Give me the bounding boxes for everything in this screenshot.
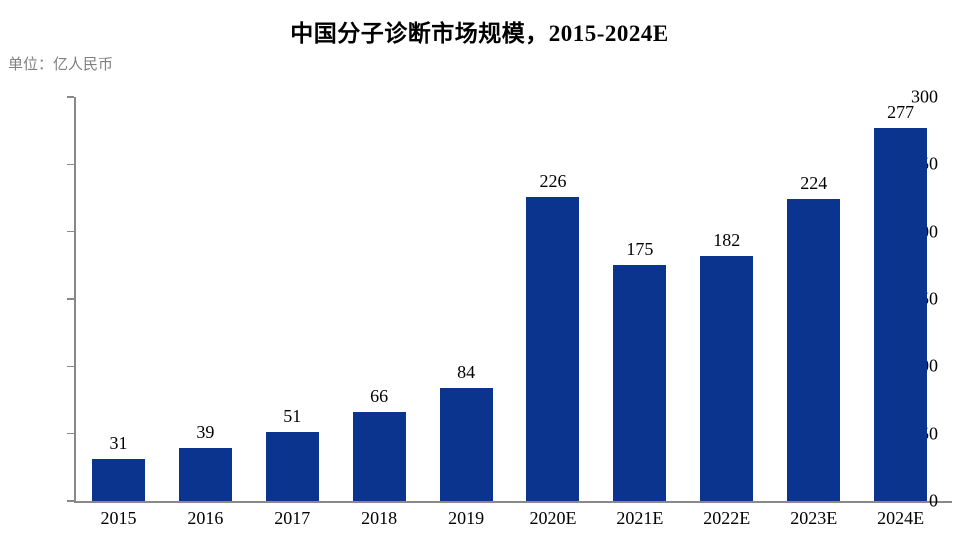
bar	[526, 196, 580, 501]
bar-slot-2021E: 175	[596, 97, 683, 501]
y-tick-mark	[67, 298, 74, 300]
bar	[700, 255, 754, 501]
x-tick-label: 2018	[361, 508, 398, 528]
x-tick-label: 2017	[274, 508, 311, 528]
y-tick-mark	[67, 500, 74, 502]
x-tick-label: 2019	[448, 508, 485, 528]
bar-value-label: 31	[109, 433, 128, 454]
bar	[352, 412, 406, 501]
bar-slot-2017: 51	[249, 97, 336, 501]
bar-value-label: 175	[626, 239, 654, 260]
bar	[613, 265, 667, 501]
bar-value-label: 84	[457, 361, 476, 382]
x-tick-label: 2015	[100, 508, 137, 528]
bar-value-label: 51	[283, 406, 302, 427]
bar-slot-2015: 31	[75, 97, 162, 501]
bar-slot-2020E: 226	[510, 97, 597, 501]
bar-value-label: 224	[800, 173, 828, 194]
bar-value-label: 39	[196, 422, 215, 443]
y-axis-line	[74, 97, 76, 501]
y-tick-mark	[67, 432, 74, 435]
bar-slot-2023E: 224	[770, 97, 857, 501]
bar-slot-2019: 84	[423, 97, 510, 501]
x-tick-label: 2021E	[616, 508, 664, 528]
bar-value-label: 226	[539, 170, 567, 191]
bar-value-label: 182	[713, 229, 741, 250]
y-tick-mark	[67, 163, 74, 166]
chart-title: 中国分子诊断市场规模，2015-2024E	[290, 21, 669, 46]
bar-slot-2024E: 277	[857, 97, 944, 501]
y-tick-label: 0	[929, 490, 938, 511]
bars-area: 31 39 51 66 84 226 175 182 224 277	[75, 97, 944, 501]
plot-area: 050100150200250300 313951668422617518222…	[67, 87, 952, 528]
y-tick-mark	[67, 96, 74, 98]
bar	[439, 387, 493, 501]
x-tick-label: 2022E	[703, 508, 751, 528]
bar-value-label: 277	[887, 101, 915, 122]
bar	[178, 448, 232, 501]
bar	[91, 459, 145, 501]
y-tick-label: 300	[911, 86, 938, 107]
bar	[265, 432, 319, 501]
bar-value-label: 66	[370, 386, 389, 407]
x-tick-label: 2020E	[529, 508, 577, 528]
bar-slot-2022E: 182	[683, 97, 770, 501]
x-tick-label: 2016	[187, 508, 224, 528]
x-axis-labels: 2015 2016 2017 2018 2019 2020E 2021E 2022E 2023E…	[75, 508, 944, 529]
x-tick-label: 2023E	[790, 508, 838, 528]
bar-slot-2016: 39	[162, 97, 249, 501]
bar-slot-2018: 66	[336, 97, 423, 501]
bar	[787, 199, 841, 501]
y-tick-mark	[67, 365, 74, 368]
bar	[874, 127, 928, 501]
x-tick-label: 2024E	[877, 508, 925, 528]
y-tick-mark	[67, 230, 74, 233]
unit-label: 单位：亿人民币	[8, 56, 114, 73]
x-axis-line	[74, 501, 952, 503]
